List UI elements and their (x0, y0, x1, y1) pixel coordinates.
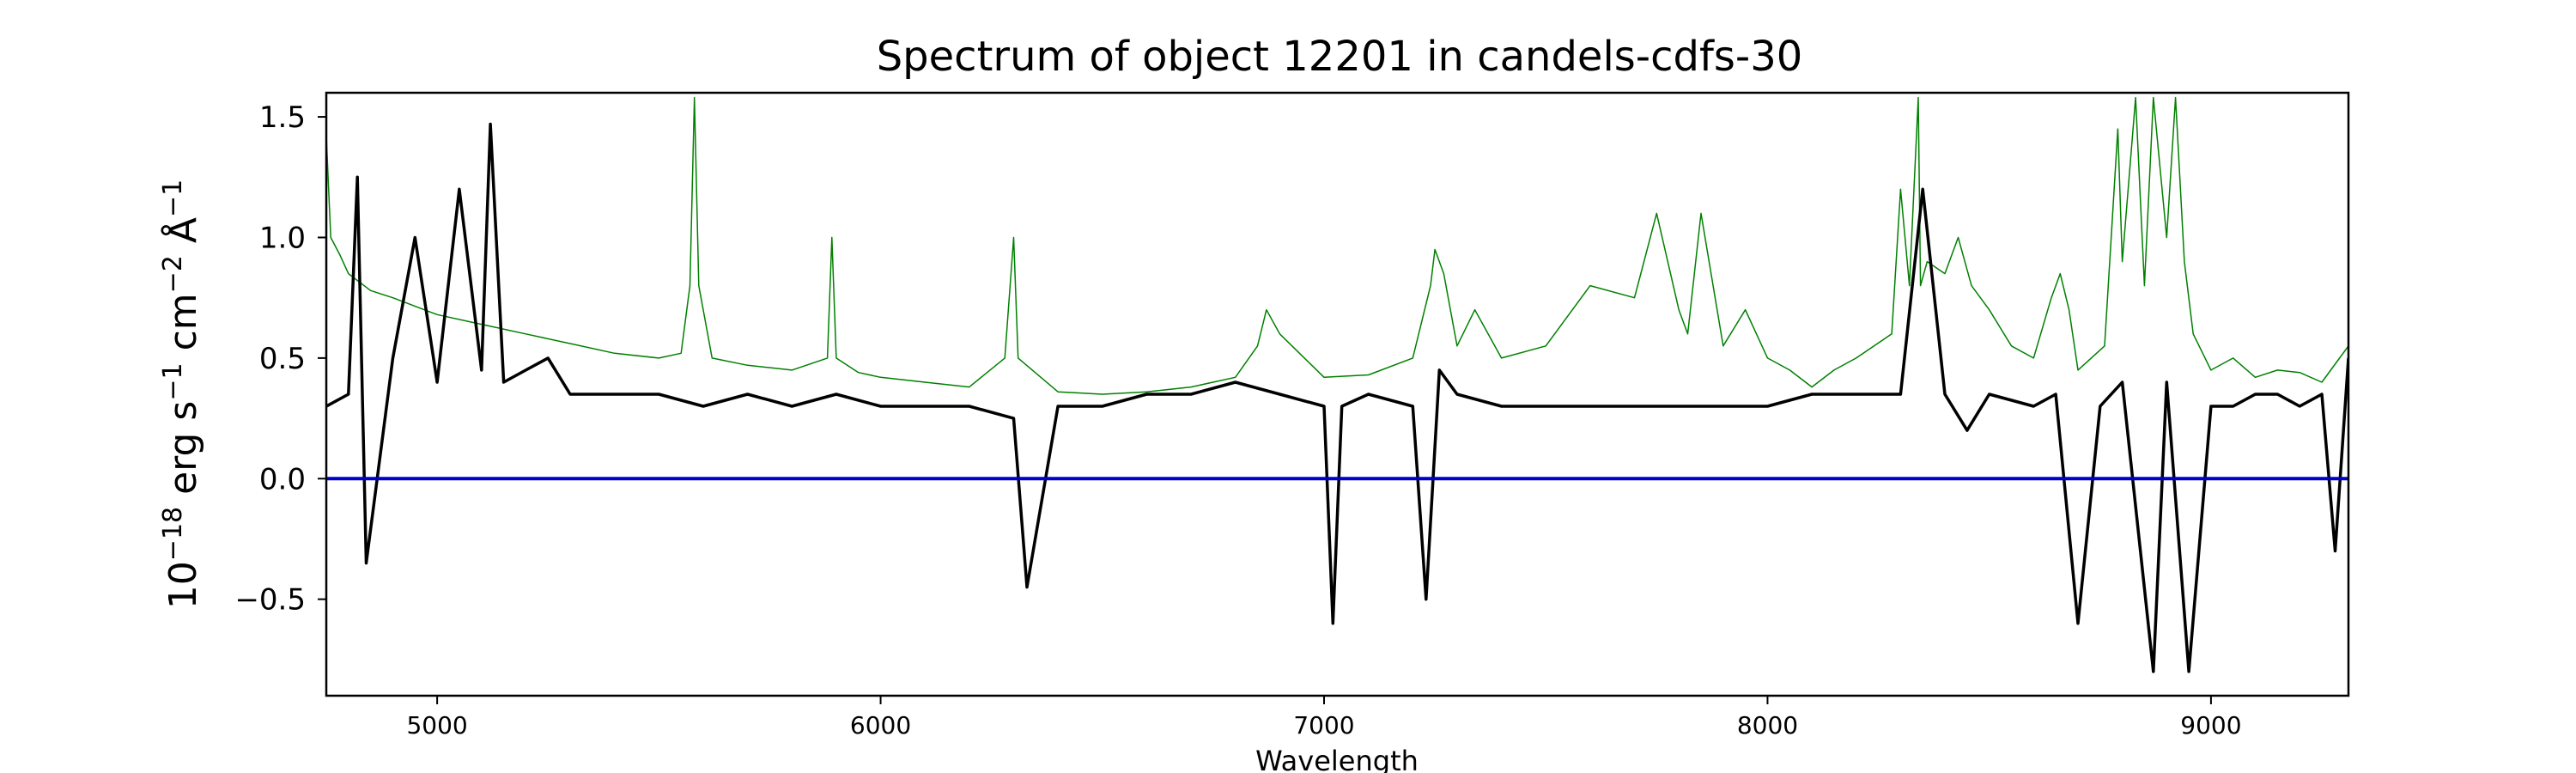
y-tick-label: 0.5 (259, 342, 306, 376)
ylabel-exp3: −1 (158, 180, 188, 217)
y-axis-ticks: −0.5 0.0 0.5 1.0 1.5 (234, 100, 326, 618)
x-tick-label: 7000 (1293, 711, 1354, 740)
chart-title: Spectrum of object 12201 in candels-cdfs… (877, 33, 1803, 81)
series-line-flux (326, 122, 2348, 673)
series-line-error (326, 96, 2348, 395)
x-tick-label: 8000 (1737, 711, 1798, 740)
x-axis-ticks: 5000 6000 7000 8000 9000 (406, 696, 2242, 740)
ylabel-unit1: erg s (161, 401, 205, 507)
y-tick-label: 1.5 (259, 100, 306, 135)
series-layer (326, 96, 2348, 673)
x-axis-label: Wavelength (1255, 745, 1419, 773)
ylabel-exp-base: −18 (158, 507, 188, 561)
x-tick-label: 9000 (2180, 711, 2241, 740)
y-tick-label: 0.0 (259, 462, 306, 496)
y-axis-label: 10−18 erg s−1 cm−2 Å−1 (158, 180, 206, 609)
y-tick-label: −0.5 (234, 583, 306, 618)
ylabel-base: 10 (161, 561, 205, 609)
y-tick-label: 1.0 (259, 221, 306, 255)
x-tick-label: 5000 (406, 711, 467, 740)
plot-frame (325, 91, 2350, 697)
ylabel-exp1: −1 (158, 362, 188, 400)
ylabel-exp2: −2 (158, 255, 188, 293)
ylabel-unit2: cm (161, 293, 205, 362)
ylabel-unit3: Å (160, 217, 205, 255)
x-tick-label: 6000 (850, 711, 911, 740)
